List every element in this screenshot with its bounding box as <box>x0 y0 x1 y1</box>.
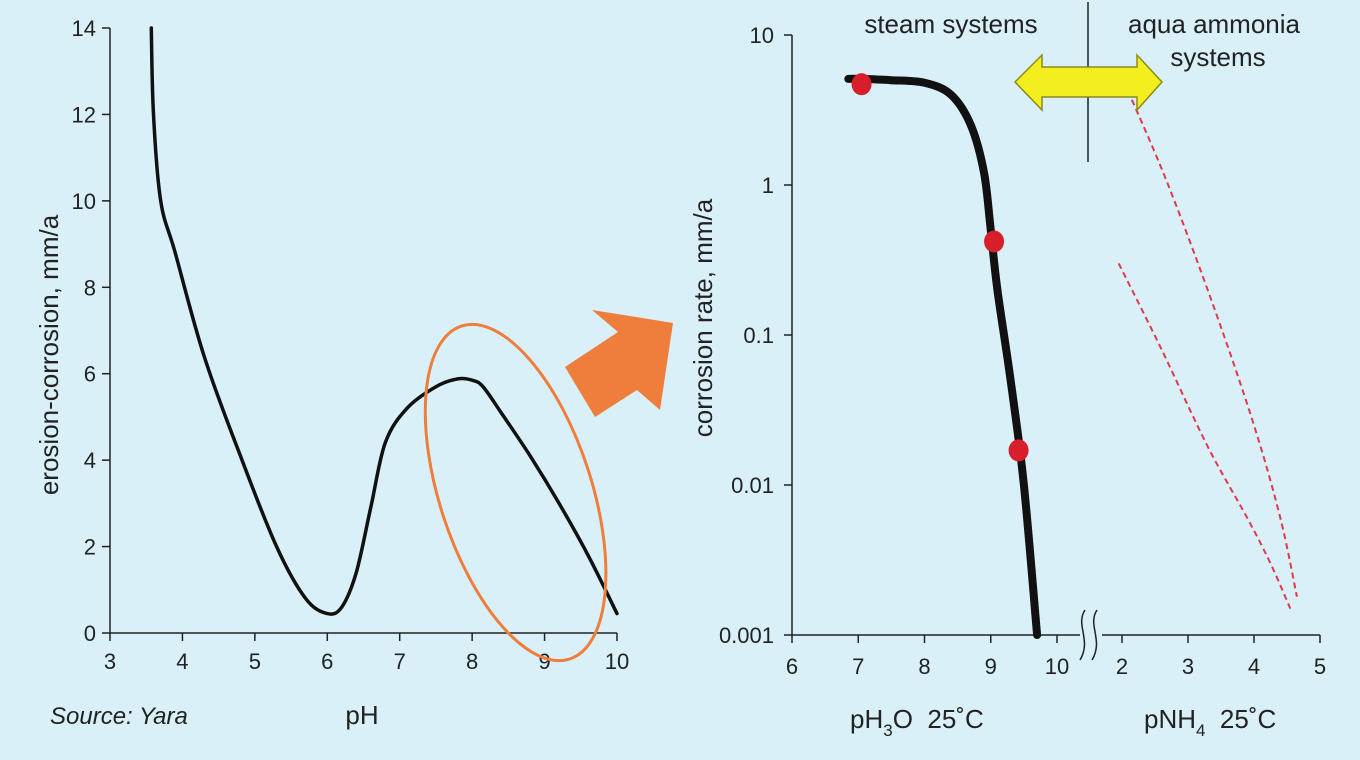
erosion-x-tick-label: 6 <box>321 649 333 674</box>
pnh4-x-tick-label: 4 <box>1248 654 1260 679</box>
corrosion-data-marker <box>1008 439 1029 462</box>
corrosion-chart-ticks: 0.001 0.01 0.1 1 10 6 7 8 9 10 2 3 4 5 <box>719 23 1326 679</box>
ph-h3o-x-tick-label: 7 <box>852 654 864 679</box>
erosion-y-tick-label: 2 <box>84 535 96 560</box>
pnh4-axis-title-main: pNH <box>1144 704 1196 734</box>
erosion-chart-series <box>149 26 619 663</box>
corrosion-data-marker <box>984 230 1005 253</box>
erosion-y-tick-label: 6 <box>84 362 96 387</box>
pnh4-axis-title: pNH4 25˚C <box>1144 704 1276 740</box>
pnh4-x-tick-label: 3 <box>1182 654 1194 679</box>
erosion-y-tick-label: 14 <box>72 16 96 41</box>
ph-h3o-x-tick-label: 8 <box>918 654 930 679</box>
erosion-y-tick-label: 10 <box>72 189 96 214</box>
highlight-ellipse <box>423 322 608 663</box>
erosion-curve <box>149 26 619 616</box>
ph-h3o-axis-title-sub: 3 <box>883 721 892 740</box>
corrosion-y-tick-label: 0.1 <box>743 323 774 348</box>
corrosion-y-tick-label: 0.01 <box>731 473 774 498</box>
ph-h3o-axis-title-main: pH <box>850 704 883 734</box>
axis-break-mark-left <box>1079 609 1086 661</box>
erosion-x-tick-label: 9 <box>538 649 550 674</box>
corrosion-y-tick-label: 10 <box>750 23 774 48</box>
erosion-x-tick-label: 7 <box>394 649 406 674</box>
erosion-x-tick-label: 4 <box>176 649 188 674</box>
erosion-y-tick-label: 12 <box>72 102 96 127</box>
ph-h3o-x-tick-label: 10 <box>1045 654 1069 679</box>
erosion-x-tick-label: 10 <box>605 649 629 674</box>
corrosion-chart-axes <box>791 2 1320 661</box>
axis-break-mark-right <box>1091 609 1098 661</box>
ph-h3o-x-tick-label: 9 <box>985 654 997 679</box>
pnh4-x-tick-label: 2 <box>1116 654 1128 679</box>
corrosion-chart-y-axis-title: corrosion rate, mm/a <box>688 198 718 437</box>
ph-h3o-x-tick-label: 6 <box>786 654 798 679</box>
erosion-chart-axes <box>109 28 617 634</box>
ph-h3o-axis-title-rest: O 25˚C <box>893 704 984 734</box>
source-label: Source: Yara <box>50 703 188 730</box>
corrosion-rate-curve <box>844 74 1042 639</box>
erosion-x-tick-label: 3 <box>104 649 116 674</box>
erosion-y-tick-label: 0 <box>84 621 96 646</box>
ph-h3o-axis-title: pH3O 25˚C <box>850 704 984 740</box>
steam-systems-label: steam systems <box>864 9 1037 39</box>
pnh4-x-tick-label: 5 <box>1314 654 1326 679</box>
corrosion-data-marker <box>851 73 872 96</box>
region-double-arrow <box>1013 53 1164 112</box>
erosion-x-tick-label: 5 <box>249 649 261 674</box>
erosion-x-tick-label: 8 <box>466 649 478 674</box>
pnh4-axis-title-sub: 4 <box>1196 721 1205 740</box>
pointer-arrow <box>565 310 673 417</box>
erosion-y-tick-label: 8 <box>84 275 96 300</box>
erosion-chart-y-axis-title: erosion-corrosion, mm/a <box>34 214 64 495</box>
aqua-ammonia-label-line1: aqua ammonia <box>1128 9 1301 39</box>
erosion-chart-ticks: 3 4 5 6 7 8 9 10 0 2 4 6 8 10 12 14 <box>72 16 630 674</box>
erosion-chart: 3 4 5 6 7 8 9 10 0 2 4 6 8 10 12 14 pH erosion-corrosio… <box>34 16 630 730</box>
pnh4-axis-title-rest: 25˚C <box>1205 704 1276 734</box>
erosion-y-tick-label: 4 <box>84 448 96 473</box>
corrosion-y-tick-label: 0.001 <box>719 623 774 648</box>
corrosion-y-tick-label: 1 <box>762 173 774 198</box>
erosion-chart-x-axis-title: pH <box>345 700 378 730</box>
corrosion-chart-series <box>844 73 1298 639</box>
ammonia-dashed-curve-3 <box>1117 262 1292 610</box>
ammonia-dashed-curve-2 <box>1130 99 1298 597</box>
aqua-ammonia-label-line2: systems <box>1170 42 1265 72</box>
